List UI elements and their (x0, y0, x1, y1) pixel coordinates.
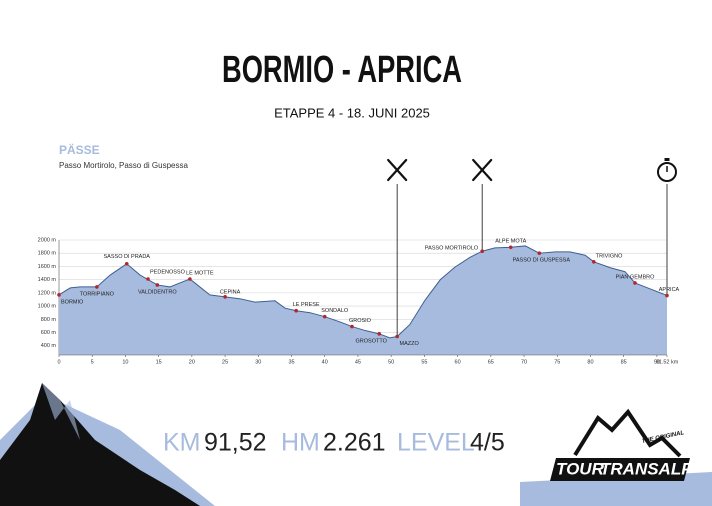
mountain-black (0, 383, 200, 506)
waypoint-label: SASSO DI PRADA (104, 254, 151, 260)
x-tick-label: 40 (322, 359, 328, 365)
waypoint-label: MAZZO (400, 341, 420, 347)
waypoint (294, 308, 298, 313)
logo-box (550, 458, 690, 481)
y-tick-label: 600 m (41, 330, 57, 336)
waypoint (155, 283, 160, 287)
x-tick-label: 0 (57, 359, 60, 365)
x-tick-label: 25 (222, 359, 228, 365)
waypoint (633, 281, 637, 285)
waypoint-label: GROSOTTO (356, 338, 388, 344)
passes: Passo Mortirolo, Passo di Guspessa (59, 161, 188, 170)
waypoint-label: BORMIO (61, 299, 84, 305)
passes-title: PÄSSE (59, 142, 100, 157)
fork (472, 158, 493, 182)
waypoint (223, 295, 227, 299)
x-tick-label: 85 (621, 359, 627, 365)
x-tick-label: 35 (288, 359, 294, 365)
y-tick-label: 2000 m (38, 237, 57, 243)
y-tick-label: 1200 m (38, 290, 57, 296)
logo-tag: THE ORIGINAL (641, 430, 685, 445)
waypoint (377, 332, 382, 336)
stat-value: 2.261 (323, 429, 386, 457)
x-tick-label: 55 (421, 359, 427, 365)
stat-label: HM (281, 429, 320, 457)
waypoint (350, 324, 354, 329)
waypoint (124, 261, 129, 266)
waypoint-label: GROSIO (349, 318, 372, 324)
profile-line (58, 245, 668, 339)
x-tick-label: 15 (156, 359, 162, 365)
waypoint (665, 293, 669, 298)
x-tick-label: 45 (355, 359, 361, 365)
stat-label: LEVEL (397, 429, 475, 457)
waypoint (508, 245, 513, 250)
waypoint (480, 249, 484, 254)
waypoint-label: PEDENOSSO (150, 269, 186, 275)
waypoint (322, 314, 327, 319)
x-tick-label: 91.52 km (656, 359, 679, 365)
y-tick-label: 1400 m (38, 277, 57, 283)
waypoint (188, 277, 192, 281)
x-tick-label: 65 (488, 359, 494, 365)
y-tick-label: 1000 m (38, 304, 57, 310)
x-tick-label: 75 (554, 359, 560, 365)
x-tick-label: 20 (189, 359, 195, 365)
waypoint (395, 334, 399, 339)
waypoint (146, 277, 150, 281)
x-tick-label: 60 (455, 359, 461, 365)
area (59, 245, 667, 355)
x-tick-label: 5 (91, 359, 94, 365)
waypoint (591, 260, 596, 264)
waypoint-label: ALPE MOTA (495, 239, 526, 245)
stopwatch-top (664, 158, 670, 161)
y-tick-label: 1600 m (38, 264, 57, 270)
waypoint-label: PASSO MORTIROLO (425, 246, 479, 252)
title: BORMIO - APRICA (222, 49, 462, 91)
mountain-shade (42, 383, 80, 440)
waypoint-label: TORRIPIANO (80, 291, 115, 297)
waypoint-label: TRIVIGNO (596, 253, 623, 259)
y-tick-label: 1800 m (38, 251, 57, 257)
logo-mountain (573, 408, 682, 458)
waypoint (57, 293, 61, 297)
fork (387, 158, 408, 182)
waypoint-label: VALDIDENTRO (138, 289, 177, 295)
waypoint-label: SONDALO (321, 308, 349, 314)
waypoint-label: APRICA (659, 287, 680, 293)
x-tick-label: 10 (122, 359, 128, 365)
x-tick-label: 80 (587, 359, 593, 365)
waypoint-label: LE MOTTE (186, 270, 214, 276)
x-tick-label: 50 (388, 359, 394, 365)
x-tick-label: 90 (654, 359, 660, 365)
waypoint (95, 285, 99, 289)
stat-value: 91,52 (204, 429, 267, 457)
logo-word: TOUR (556, 459, 605, 478)
waypoint-label: PASSO DI GUSPESSA (513, 258, 571, 264)
waypoint-label: LE PRESE (293, 302, 320, 308)
waypoint-label: PIAN GEMBRO (616, 274, 656, 280)
logo-word: TRANSALP (600, 459, 693, 478)
waypoint (537, 251, 542, 256)
y-tick-label: 400 m (41, 343, 57, 349)
subtitle: ETAPPE 4 - 18. JUNI 2025 (274, 105, 430, 120)
x-tick-label: 30 (255, 359, 261, 365)
waypoint-label: CEPINA (220, 289, 241, 295)
x-tick-label: 70 (521, 359, 527, 365)
stat-label: KM (163, 429, 201, 457)
stat-value: 4/5 (470, 429, 505, 457)
y-tick-label: 800 m (41, 317, 57, 323)
plot: 400 m 600 m 800 m 1000 m 1200 m 1400 m 1600 m 1… (38, 158, 680, 365)
